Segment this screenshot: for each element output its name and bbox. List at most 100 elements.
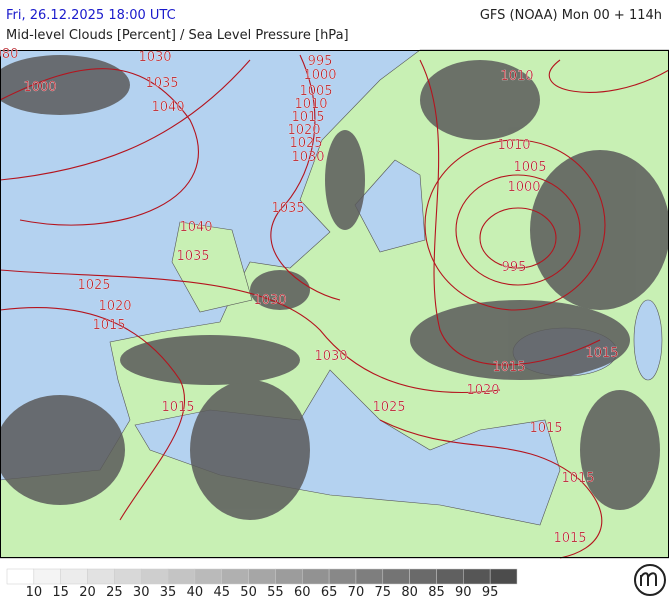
logo-circle	[634, 564, 666, 596]
legend-swatch	[489, 568, 518, 585]
isobar-label: 1015	[561, 471, 594, 486]
isobar	[424, 139, 606, 311]
isobar-label: 995	[308, 54, 333, 69]
legend-swatch	[355, 568, 384, 585]
cloud	[0, 395, 125, 505]
legend-swatch	[302, 568, 330, 585]
isobar-label: 1030	[291, 150, 324, 165]
cloud	[410, 300, 630, 380]
isobar	[270, 54, 341, 301]
isobar	[548, 59, 669, 93]
isobar-label: 1005	[513, 160, 546, 175]
isobar-label: 1035	[271, 201, 304, 216]
legend-swatch	[140, 568, 169, 585]
legend-label: 30	[133, 585, 150, 600]
cloud	[580, 390, 660, 510]
legend-label: 65	[321, 585, 338, 600]
legend-label: 70	[348, 585, 365, 600]
isobar-label: 980	[0, 47, 18, 62]
isobar-label: 1035	[176, 249, 209, 264]
isobar	[419, 59, 601, 366]
legend-label: 90	[455, 585, 472, 600]
isobar-label: 1020	[287, 123, 320, 138]
legend-label: 25	[106, 585, 123, 600]
isobar-label: 1015	[291, 110, 324, 125]
legend-label: 85	[428, 585, 445, 600]
isobar-label: 1000	[507, 180, 540, 195]
isobar-label: 1025	[77, 278, 110, 293]
clouds	[0, 55, 669, 520]
isobar-label: 1000	[303, 68, 336, 83]
isobar-label: 1025	[289, 136, 322, 151]
legend-label: 15	[52, 585, 69, 600]
legend-swatch	[114, 568, 142, 585]
cloud	[325, 130, 365, 230]
isobar	[0, 269, 501, 393]
legend-swatch	[328, 568, 357, 585]
isobar-label: 1015	[529, 421, 562, 436]
legend-swatch	[463, 568, 491, 585]
isobar	[379, 419, 603, 559]
isobar-label: 1040	[179, 220, 212, 235]
isobar	[0, 59, 251, 181]
isobar-label: 1015	[553, 531, 586, 546]
cloud	[250, 270, 310, 310]
isobar-label: 1010	[497, 138, 530, 153]
isobar-label: 1025	[372, 400, 405, 415]
isobar-label: 1030	[138, 50, 171, 65]
isobar-label: 1015	[585, 346, 618, 361]
isobar-label: 1010	[500, 69, 533, 84]
legend-label: 95	[482, 585, 499, 600]
cloud	[120, 335, 300, 385]
legend-swatch	[436, 568, 464, 585]
legend-label: 60	[294, 585, 311, 600]
isobar	[455, 174, 581, 286]
cloud	[420, 60, 540, 140]
baltic-sea	[354, 159, 426, 253]
isobar-label: 1000	[23, 80, 56, 95]
legend-swatch	[60, 568, 88, 585]
legend-swatch	[87, 568, 115, 585]
legend-swatch	[382, 568, 410, 585]
isobar-label: 1010	[294, 97, 327, 112]
legend-label: 55	[267, 585, 284, 600]
legend-swatch	[194, 568, 222, 585]
isobar	[479, 207, 557, 269]
isobar	[0, 68, 199, 226]
legend-label: 75	[375, 585, 392, 600]
legend-label: 20	[79, 585, 96, 600]
isobars	[0, 54, 669, 559]
british-isles	[171, 221, 253, 313]
subtitle: Mid-level Clouds [Percent] / Sea Level P…	[6, 28, 349, 43]
legend-label: 40	[187, 585, 204, 600]
isobar-label: 1020	[98, 299, 131, 314]
legend-label: 10	[26, 585, 43, 600]
legend-swatch	[248, 568, 276, 585]
logo	[634, 564, 666, 596]
cloud	[190, 380, 310, 520]
legend-swatch	[33, 568, 61, 585]
date-title: Fri, 26.12.2025 18:00 UTC	[6, 8, 176, 23]
isobar-label: 1005	[299, 84, 332, 99]
legend-label: 50	[240, 585, 257, 600]
legend-label: 80	[401, 585, 418, 600]
legend-label: 35	[160, 585, 177, 600]
legend-swatch	[6, 568, 35, 585]
isobar-label: 1015	[492, 360, 525, 375]
isobar-label: 1030	[314, 349, 347, 364]
cloud	[530, 150, 669, 310]
isobar	[0, 307, 186, 521]
legend-swatch	[167, 568, 196, 585]
isobar-label: 995	[502, 260, 527, 275]
cloud	[0, 55, 130, 115]
legend-label: 45	[213, 585, 230, 600]
model-title: GFS (NOAA) Mon 00 + 114h	[480, 8, 662, 23]
isobar-label: 1040	[151, 100, 184, 115]
isobar-label: 1015	[92, 318, 125, 333]
legend-swatch	[409, 568, 437, 585]
legend-swatch	[221, 568, 249, 585]
isobar-label: 1015	[161, 400, 194, 415]
isobar-label: 1020	[466, 383, 499, 398]
